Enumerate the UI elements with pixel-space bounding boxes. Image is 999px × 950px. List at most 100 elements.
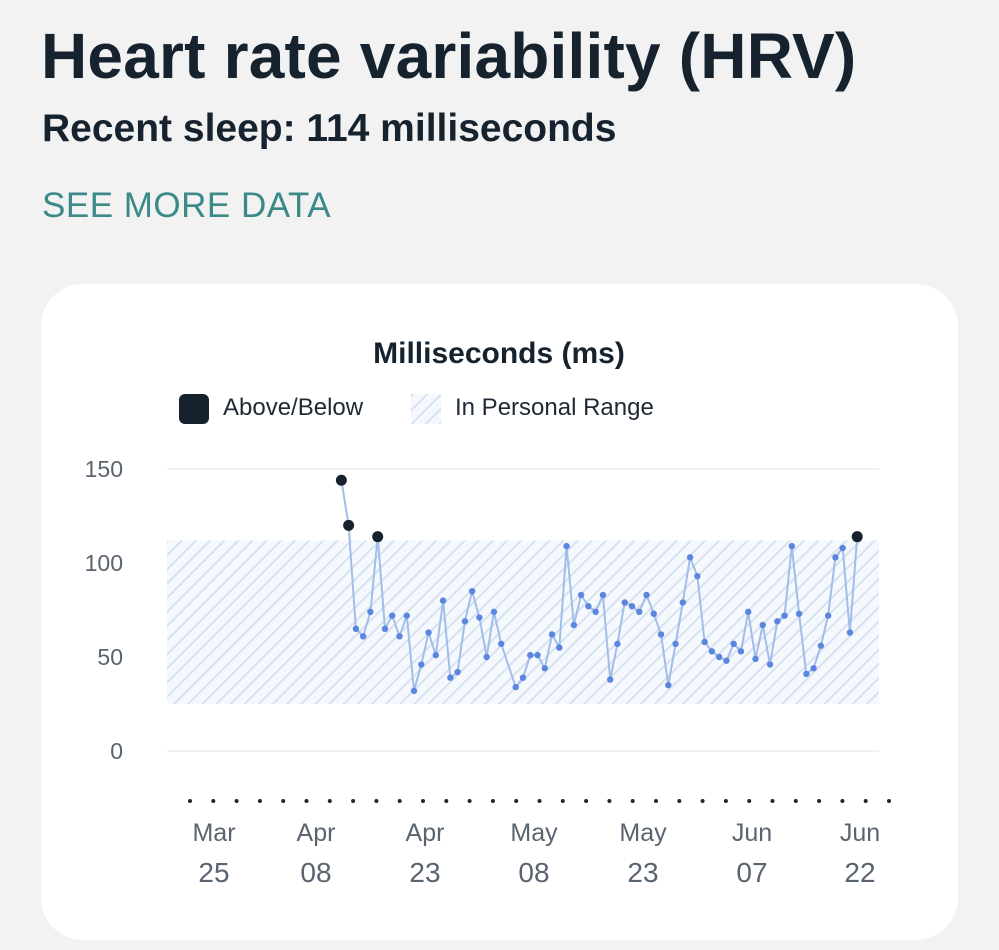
- x-axis-tick: [677, 799, 682, 803]
- data-point: [745, 608, 752, 616]
- hrv-chart: Milliseconds (ms) Above/Below In Persona…: [85, 337, 891, 888]
- data-point: [476, 614, 483, 621]
- see-more-data-link[interactable]: SEE MORE DATA: [42, 186, 332, 225]
- data-point: [563, 542, 570, 550]
- x-axis-tick: [490, 799, 495, 803]
- data-point: [418, 661, 425, 668]
- data-point: [527, 651, 534, 659]
- x-tick-label-month: May: [619, 819, 667, 847]
- data-point: [817, 642, 825, 649]
- x-axis-tick: [793, 799, 798, 803]
- x-axis-tick: [351, 799, 356, 803]
- legend-above-below-swatch: [179, 394, 209, 424]
- page-title: Heart rate variability (HRV): [41, 20, 857, 92]
- x-tick-label-month: May: [510, 819, 558, 847]
- chart-title: Milliseconds (ms): [373, 337, 625, 370]
- data-point: [636, 608, 643, 616]
- x-axis-tick: [234, 799, 239, 803]
- data-point: [599, 591, 607, 599]
- data-point: [628, 603, 636, 610]
- x-axis-tick: [584, 799, 589, 803]
- x-axis-tick: [630, 799, 635, 803]
- data-point: [498, 640, 505, 648]
- x-tick-label-day: 23: [627, 857, 658, 888]
- data-point: [483, 653, 490, 661]
- x-tick-label-month: Apr: [406, 819, 445, 847]
- data-point: [389, 612, 396, 619]
- data-point: [585, 603, 592, 610]
- data-point: [810, 665, 817, 672]
- data-point: [752, 655, 759, 663]
- x-axis-tick: [211, 799, 216, 803]
- data-point: [839, 544, 846, 552]
- data-point: [715, 653, 723, 661]
- x-tick-label-month: Jun: [840, 819, 880, 847]
- x-axis-tick: [560, 799, 565, 803]
- x-axis-tick: [304, 799, 309, 803]
- data-point: [832, 554, 839, 561]
- data-point: [359, 633, 367, 640]
- legend-in-range-label: In Personal Range: [455, 394, 654, 421]
- data-point: [592, 608, 599, 616]
- data-point: [614, 640, 621, 648]
- data-point: [447, 674, 454, 681]
- data-point: [643, 591, 650, 599]
- data-point: [541, 665, 548, 672]
- y-tick-label: 0: [110, 738, 123, 764]
- x-tick-label-month: Mar: [192, 819, 235, 847]
- data-point: [781, 612, 788, 619]
- data-point: [606, 676, 614, 683]
- recent-sleep-value: Recent sleep: 114 milliseconds: [42, 107, 617, 150]
- data-point: [795, 610, 803, 617]
- x-axis-tick: [747, 799, 752, 803]
- out-of-range-point: [335, 474, 347, 486]
- x-axis-tick: [863, 799, 868, 803]
- data-point: [788, 542, 796, 550]
- x-tick-label-day: 07: [736, 857, 767, 888]
- data-point: [650, 610, 657, 617]
- out-of-range-point: [343, 519, 355, 531]
- x-axis-tick: [257, 799, 262, 803]
- x-axis-tick: [444, 799, 449, 803]
- x-tick-label-day: 08: [518, 857, 549, 888]
- data-point: [737, 648, 745, 655]
- data-point: [403, 612, 410, 619]
- data-point: [665, 682, 672, 689]
- data-point: [439, 597, 447, 604]
- data-point: [694, 572, 701, 580]
- data-point: [657, 631, 665, 638]
- data-point: [846, 629, 854, 636]
- y-tick-label: 100: [85, 550, 123, 576]
- data-point: [396, 633, 403, 640]
- data-point: [512, 683, 519, 691]
- data-point: [679, 599, 687, 606]
- data-point: [352, 625, 360, 632]
- out-of-range-point: [851, 531, 863, 543]
- data-point: [454, 668, 461, 676]
- data-point: [468, 588, 476, 595]
- x-axis-tick: [537, 799, 542, 803]
- data-point: [803, 670, 810, 678]
- x-axis-tick: [887, 799, 891, 803]
- data-point: [381, 625, 389, 632]
- data-point: [410, 687, 418, 695]
- hrv-chart-card: Milliseconds (ms) Above/Below In Persona…: [41, 284, 958, 940]
- x-axis-tick: [281, 799, 286, 803]
- out-of-range-point: [372, 531, 384, 543]
- x-axis-tick: [607, 799, 612, 803]
- data-point: [672, 640, 679, 648]
- x-axis-tick: [817, 799, 822, 803]
- x-axis-tick: [840, 799, 845, 803]
- data-point: [556, 644, 563, 651]
- x-tick-label-day: 23: [409, 857, 440, 888]
- legend-in-range-swatch: [411, 394, 441, 424]
- data-point: [570, 621, 578, 629]
- data-point: [367, 608, 374, 616]
- x-axis-tick: [397, 799, 402, 803]
- data-point: [708, 648, 716, 655]
- y-tick-label: 50: [97, 644, 123, 670]
- data-point: [723, 657, 730, 664]
- x-tick-label-month: Apr: [297, 819, 336, 847]
- x-axis-tick: [327, 799, 332, 803]
- data-point: [759, 621, 766, 629]
